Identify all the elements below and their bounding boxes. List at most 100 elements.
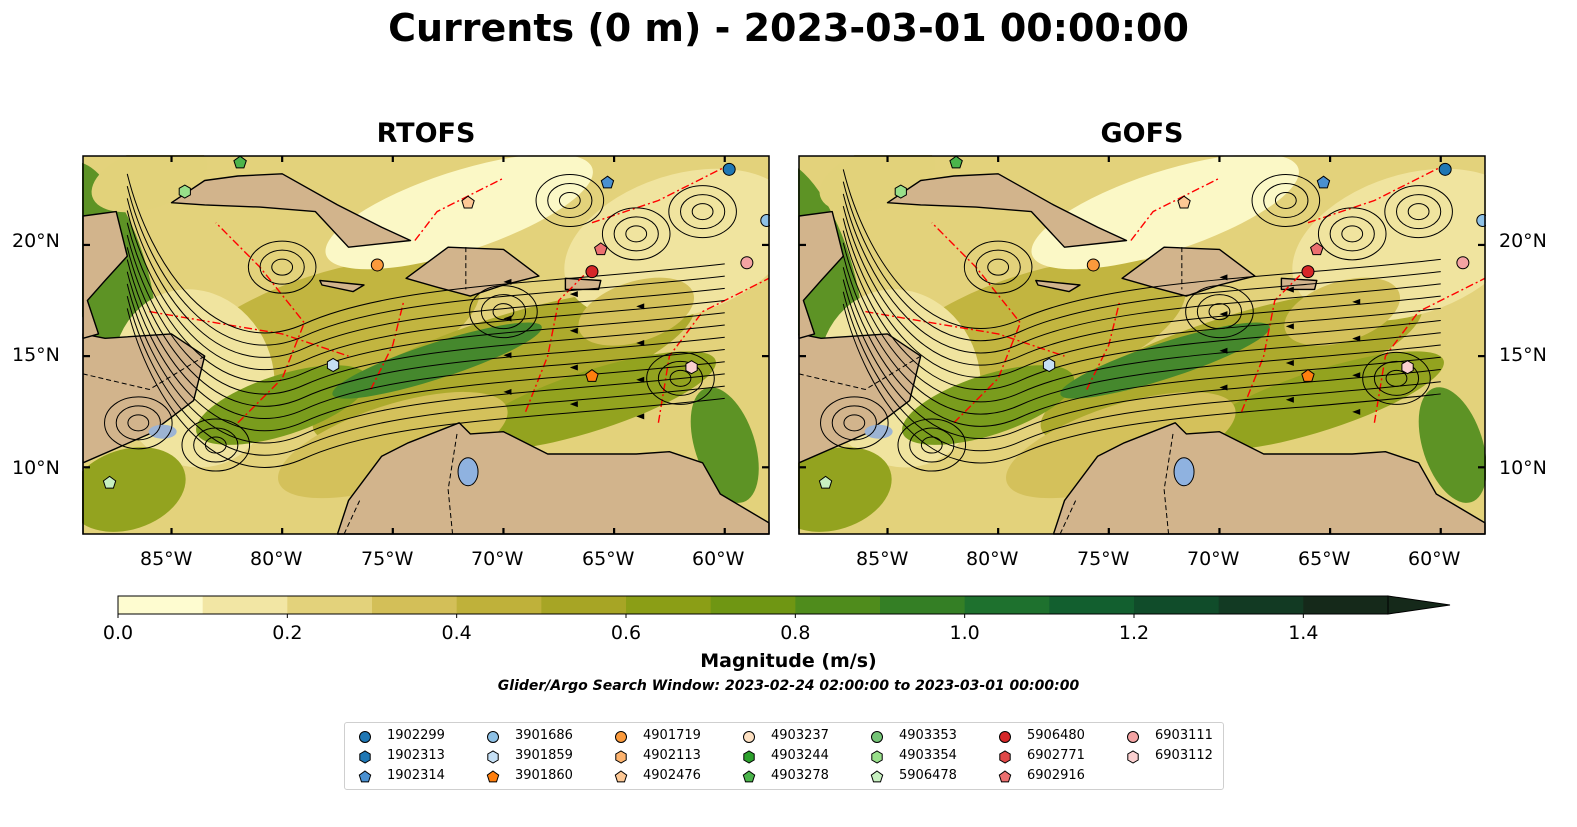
legend-marker-circle [999, 731, 1011, 743]
lon-tick-label: 75°W [1077, 548, 1130, 570]
panel-title-gofs: GOFS [1100, 118, 1184, 149]
colorbar-tick-label: 1.4 [1288, 622, 1319, 644]
float-marker-5906478 [102, 475, 117, 489]
colorbar-bin [1134, 596, 1220, 614]
legend-marker-hexagon [743, 750, 755, 764]
streamline [842, 218, 1441, 378]
flow-arrow [569, 291, 578, 298]
legend-marker-shape [359, 750, 371, 764]
eddy-streamline [831, 405, 877, 441]
landmass [1280, 277, 1318, 291]
colorbar-bin [964, 596, 1050, 614]
eddy-streamline [601, 207, 671, 261]
lon-tick-label: 65°W [582, 548, 635, 570]
eddy-streamline [535, 173, 605, 227]
eddy-streamline [492, 303, 515, 321]
eddy-streamline [1385, 369, 1408, 387]
streamline [842, 181, 1441, 342]
legend-marker-shape [870, 770, 884, 783]
legend-label: 4901719 [643, 728, 701, 743]
eddy-streamline [204, 436, 227, 454]
eddy-streamline [625, 225, 648, 243]
float-marker-6903111 [1456, 256, 1470, 270]
streamline [126, 222, 725, 383]
float-marker-3901860 [585, 368, 599, 382]
legend-marker-shape [871, 731, 883, 743]
float-marker-4902476 [1177, 195, 1191, 209]
float-marker-4903354 [178, 184, 191, 199]
float-marker-3901860 [1301, 368, 1315, 382]
legend-marker-shape [871, 750, 883, 764]
colorbar-bin [795, 596, 881, 614]
eddy-streamline [987, 258, 1010, 276]
eddy-streamline [1341, 225, 1364, 243]
eez-line [414, 177, 504, 241]
colorbar-extend-arrow [1387, 595, 1451, 615]
axis-ticks [799, 156, 1485, 534]
colorbar-bin [1049, 596, 1135, 614]
colorbar-frame [117, 595, 1389, 615]
legend-marker-shape [743, 731, 755, 743]
lake-maracaibo [457, 457, 479, 487]
float-marker-4902476 [461, 195, 475, 209]
legend-marker-hexagon [487, 750, 499, 764]
landmass [82, 210, 128, 339]
legend-label: 4903237 [771, 728, 829, 743]
eez-line [1240, 266, 1309, 412]
lake-nicaragua [148, 424, 177, 439]
landmass [564, 277, 602, 291]
lat-tick-label: 15°N [1499, 344, 1547, 366]
lon-tick-label: 85°W [140, 548, 193, 570]
legend-marker-shape [359, 731, 371, 743]
flow-arrow [1219, 384, 1228, 391]
flow-arrow [1285, 286, 1294, 293]
float-marker-4901719 [370, 258, 384, 272]
lon-tick-label: 70°W [1187, 548, 1240, 570]
float-marker-5906478 [818, 475, 833, 489]
legend-marker-shape [358, 770, 372, 783]
legend-marker-circle [615, 731, 627, 743]
landmass [1052, 422, 1486, 535]
eddy-streamline [1396, 194, 1442, 230]
lake-maracaibo [1173, 457, 1195, 487]
flow-arrow [1219, 311, 1228, 318]
legend-label: 4902113 [643, 748, 701, 763]
float-marker-1902314 [1316, 175, 1331, 189]
flow-arrow [636, 413, 645, 420]
eddy-streamline [920, 436, 943, 454]
colorbar [117, 595, 1451, 618]
border-line [798, 355, 921, 391]
colorbar-tick-label: 0.8 [780, 622, 811, 644]
colorbar-bin [118, 596, 204, 614]
axis-ticks [83, 156, 769, 534]
legend-marker-pentagon [742, 770, 756, 783]
flow-arrow [1285, 396, 1294, 403]
streamline [842, 169, 1441, 329]
figure-title: Currents (0 m) - 2023-03-01 00:00:00 [388, 6, 1189, 50]
streamline [842, 254, 1441, 415]
legend-marker-hexagon [999, 750, 1011, 764]
colorbar-bin [456, 596, 542, 614]
eez-line [524, 266, 593, 412]
speed-patch [91, 155, 208, 213]
eez-line [215, 222, 306, 424]
eddy-streamline [909, 427, 955, 463]
float-marker-4903278 [949, 155, 963, 169]
legend-label: 1902313 [387, 748, 445, 763]
eddy-streamline [613, 216, 659, 252]
streamline [842, 193, 1441, 354]
eddy-streamline [1362, 351, 1431, 405]
eez-line [1307, 166, 1442, 224]
colorbar-tick-label: 1.2 [1118, 622, 1150, 644]
streamline [126, 247, 725, 407]
float-marker-1902299 [722, 162, 736, 176]
legend-marker-shape [615, 731, 627, 743]
legend-marker-pentagon [614, 770, 628, 783]
legend-marker-shape [487, 750, 499, 764]
streamline [126, 198, 725, 358]
legend-marker-shape [487, 731, 499, 743]
streamline [126, 173, 725, 334]
eddy-streamline [547, 182, 593, 218]
legend-marker-pentagon [486, 770, 500, 783]
speed-patch [196, 365, 369, 445]
